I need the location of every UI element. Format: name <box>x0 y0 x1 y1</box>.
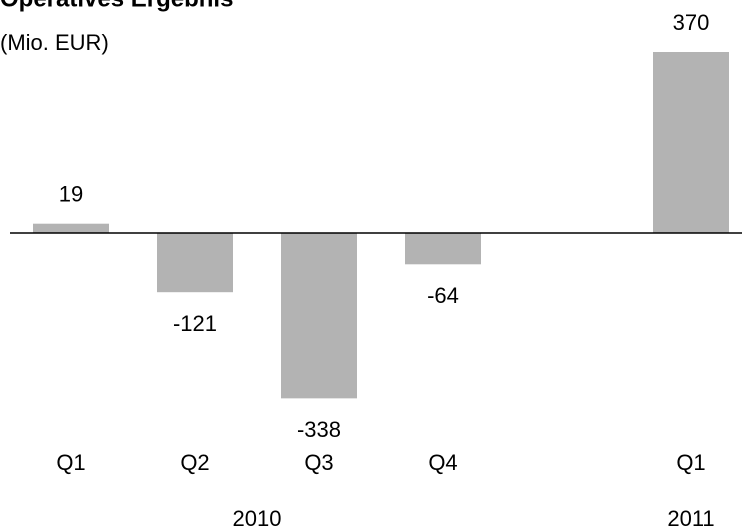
chart-title: Operatives Ergebnis <box>0 0 233 12</box>
value-label: -121 <box>173 311 217 336</box>
x-tick-label: Q2 <box>180 450 209 475</box>
bar <box>405 233 481 265</box>
value-label: -338 <box>297 417 341 442</box>
value-label: 370 <box>673 10 710 35</box>
bar <box>157 233 233 293</box>
x-tick-label: Q1 <box>676 450 705 475</box>
year-label: 2011 <box>667 506 714 531</box>
value-label: 19 <box>59 182 83 207</box>
x-tick-label: Q4 <box>428 450 457 475</box>
value-label: -64 <box>427 283 459 308</box>
bar <box>653 52 729 233</box>
bar <box>281 233 357 399</box>
year-label: 2010 <box>233 506 282 531</box>
chart-subtitle: (Mio. EUR) <box>0 30 109 55</box>
x-tick-label: Q3 <box>304 450 333 475</box>
x-tick-label: Q1 <box>56 450 85 475</box>
bar <box>33 223 109 233</box>
